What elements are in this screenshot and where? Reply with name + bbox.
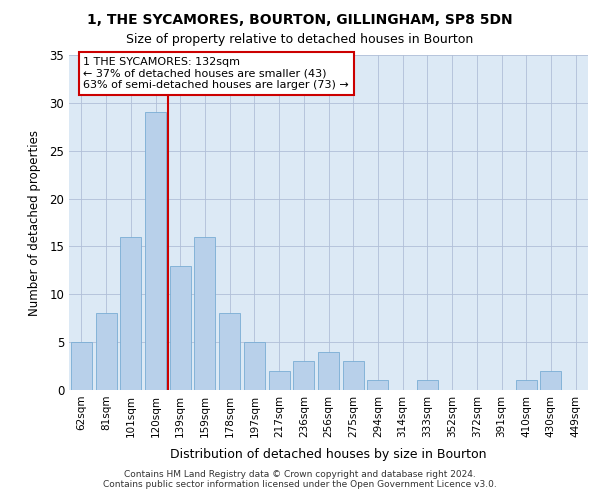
- Text: Size of property relative to detached houses in Bourton: Size of property relative to detached ho…: [127, 32, 473, 46]
- Bar: [194, 237, 215, 390]
- Bar: [71, 342, 92, 390]
- Bar: [219, 314, 240, 390]
- X-axis label: Distribution of detached houses by size in Bourton: Distribution of detached houses by size …: [170, 448, 487, 461]
- Bar: [145, 112, 166, 390]
- Bar: [95, 314, 116, 390]
- Text: 1, THE SYCAMORES, BOURTON, GILLINGHAM, SP8 5DN: 1, THE SYCAMORES, BOURTON, GILLINGHAM, S…: [87, 12, 513, 26]
- Bar: [244, 342, 265, 390]
- Bar: [343, 362, 364, 390]
- Bar: [516, 380, 537, 390]
- Bar: [417, 380, 438, 390]
- Bar: [170, 266, 191, 390]
- Bar: [541, 371, 562, 390]
- Y-axis label: Number of detached properties: Number of detached properties: [28, 130, 41, 316]
- Text: 1 THE SYCAMORES: 132sqm
← 37% of detached houses are smaller (43)
63% of semi-de: 1 THE SYCAMORES: 132sqm ← 37% of detache…: [83, 57, 349, 90]
- Bar: [318, 352, 339, 390]
- Bar: [367, 380, 388, 390]
- Text: Contains HM Land Registry data © Crown copyright and database right 2024.
Contai: Contains HM Land Registry data © Crown c…: [103, 470, 497, 489]
- Bar: [293, 362, 314, 390]
- Bar: [120, 237, 141, 390]
- Bar: [269, 371, 290, 390]
